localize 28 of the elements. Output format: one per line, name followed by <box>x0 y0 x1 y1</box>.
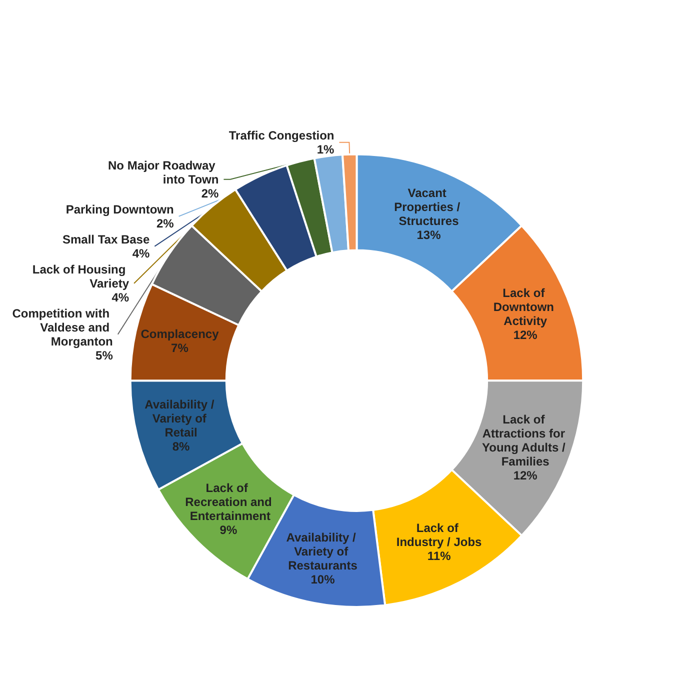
slice-label: Vacant Properties / Structures <box>394 186 464 228</box>
slice-label: Lack of Recreation and Entertainment <box>185 480 272 523</box>
data-label: 13% <box>416 228 442 242</box>
data-label: 4% <box>132 246 150 260</box>
slice-label: Lack of Downtown Activity <box>493 286 558 328</box>
slice-label: Lack of Attractions for Young Adults / Families <box>482 412 569 468</box>
data-label: 4% <box>112 290 130 304</box>
data-label: 12% <box>513 468 538 482</box>
slice-label: Traffic Congestion <box>228 128 334 142</box>
slice-label: Small Tax Base <box>62 232 150 246</box>
data-label: 1% <box>316 142 335 156</box>
data-label: 8% <box>172 440 190 454</box>
data-label: 5% <box>96 348 114 362</box>
slice-label: Parking Downtown <box>66 202 174 216</box>
slice-label: Competition with Valdese and Morganton <box>12 306 113 348</box>
data-label: 9% <box>220 522 238 537</box>
data-label: 10% <box>310 572 336 587</box>
slice-label: Lack of Industry / Jobs <box>396 521 482 550</box>
slice-label: Lack of Housing Variety <box>32 262 130 290</box>
data-label: 2% <box>201 186 220 200</box>
data-label: 2% <box>156 216 174 230</box>
slice-label: No Major Roadway into Town <box>108 158 219 186</box>
slice-label: Availability / Variety of Retail <box>144 398 218 440</box>
data-label: 11% <box>427 549 452 564</box>
data-label: 7% <box>171 341 189 356</box>
slice-label: Complacency <box>140 327 220 342</box>
data-label: 12% <box>513 328 538 342</box>
slice-label: Availability / Variety of Restaurants <box>286 530 360 573</box>
